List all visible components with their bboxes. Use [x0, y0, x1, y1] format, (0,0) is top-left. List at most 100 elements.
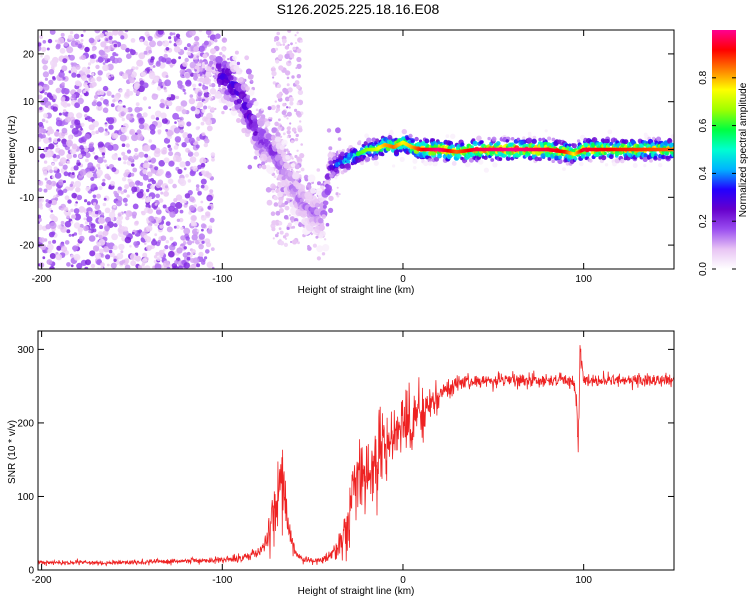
spectrogram-cell — [287, 30, 292, 33]
spectrogram-cell — [88, 229, 92, 234]
spectrogram-cell — [94, 204, 101, 210]
spectrogram-cell — [113, 205, 116, 209]
spectrogram-cell — [83, 105, 90, 113]
colorbar-ticks: 0.0 0.2 0.4 0.6 0.8 — [698, 70, 736, 276]
spectrogram-cell — [64, 116, 71, 123]
spectrogram-cell — [285, 96, 290, 102]
spectrogram-cell — [108, 35, 113, 41]
spectrogram-cell — [126, 194, 130, 198]
spectrogram-cell — [253, 131, 258, 136]
spectrogram-cell — [45, 146, 49, 150]
spectrogram-cell — [147, 35, 153, 42]
spectrogram-cell — [505, 139, 510, 143]
spectrogram-cell — [574, 157, 578, 161]
spectrogram-cell — [110, 103, 115, 108]
spectrogram-y-tick-label: 10 — [23, 97, 35, 108]
spectrogram-cell — [300, 143, 304, 146]
spectrogram-cell — [279, 240, 285, 246]
spectrogram-cell — [294, 42, 297, 44]
spectrogram-cell — [131, 231, 135, 235]
spectrogram-cell — [42, 256, 46, 260]
spectrogram-cell — [71, 192, 77, 199]
spectrogram-cell — [155, 117, 160, 121]
spectrogram-cell — [196, 229, 200, 232]
spectrogram-cell — [290, 163, 296, 168]
spectrogram-cell — [142, 174, 149, 181]
spectrogram-cell — [203, 100, 207, 104]
spectrogram-cell — [58, 132, 65, 139]
spectrogram-cell — [200, 162, 206, 168]
spectrogram-cell — [291, 75, 295, 79]
spectrogram-cell — [66, 262, 71, 267]
spectrogram-cell — [85, 259, 91, 266]
spectrogram-cell — [297, 127, 303, 133]
spectrogram-cell — [110, 262, 117, 269]
spectrogram-cell — [172, 112, 180, 120]
spectrogram-cell — [670, 151, 674, 155]
spectrogram-cell — [86, 115, 91, 120]
spectrogram-cell — [274, 136, 281, 143]
spectrogram-cell — [188, 205, 195, 211]
spectrogram-cell — [215, 33, 221, 39]
spectrogram-cell — [271, 70, 277, 77]
spectrogram-cell — [150, 65, 154, 70]
spectrogram-cell — [158, 187, 163, 191]
spectrogram-cell — [210, 152, 216, 157]
spectrogram-cell — [134, 147, 139, 153]
spectrogram-cell — [133, 154, 139, 160]
spectrogram-cell — [253, 100, 259, 107]
spectrogram-cell — [272, 66, 275, 69]
spectrogram-cell — [120, 127, 124, 130]
spectrogram-cell — [658, 162, 663, 168]
spectrogram-cell — [52, 76, 56, 80]
spectrogram-cell — [163, 53, 168, 59]
spectrogram-cell — [67, 199, 72, 204]
spectrogram-cell — [238, 77, 244, 83]
spectrogram-cell — [276, 232, 280, 235]
spectrogram-cell — [77, 97, 84, 105]
spectrogram-cell — [286, 106, 289, 109]
spectrogram-cell — [195, 187, 200, 191]
spectrogram-cell — [84, 133, 91, 140]
spectrogram-cell — [84, 147, 89, 153]
spectrogram-cell — [211, 66, 215, 70]
spectrogram-cell — [96, 193, 101, 199]
spectrogram-cell — [209, 217, 215, 223]
spectrogram-cell — [192, 165, 198, 172]
spectrogram-cell — [106, 166, 110, 170]
spectrogram-cell — [186, 43, 191, 48]
spectrogram-cell — [121, 259, 126, 264]
spectrogram-cell — [423, 160, 429, 167]
spectrogram-cell — [73, 232, 78, 236]
spectrogram-cell — [328, 207, 334, 213]
spectrogram-cell — [85, 158, 89, 163]
spectrogram-cell — [52, 239, 57, 244]
spectrogram-cell — [156, 217, 162, 223]
spectrogram-cell — [102, 202, 107, 207]
spectrogram-cell — [67, 134, 73, 140]
spectrogram-cell — [286, 130, 291, 135]
colorbar-bar — [712, 30, 736, 269]
spectrogram-cell — [63, 88, 70, 95]
spectrogram-cell — [206, 125, 213, 132]
spectrogram-cell — [415, 143, 419, 147]
spectrogram-cell — [196, 55, 199, 58]
spectrogram-cell — [255, 113, 261, 118]
snr-x-tick-label: 0 — [400, 575, 406, 586]
spectrogram-cell — [42, 166, 48, 173]
spectrogram-cell — [412, 158, 418, 164]
spectrogram-cell — [62, 111, 66, 116]
spectrogram-cell — [148, 215, 155, 222]
spectrogram-cell — [204, 256, 208, 260]
spectrogram-cell — [78, 137, 84, 144]
spectrogram-cell — [102, 107, 109, 113]
spectrogram-cell — [277, 191, 283, 198]
spectrogram-cell — [168, 40, 172, 44]
spectrogram-cell — [286, 111, 292, 117]
spectrogram-cell — [167, 144, 171, 149]
spectrogram-cell — [206, 159, 209, 163]
spectrogram-cell — [111, 233, 118, 241]
spectrogram-cell — [179, 209, 184, 214]
spectrogram-cell — [162, 40, 169, 47]
spectrogram-cell — [91, 72, 95, 76]
